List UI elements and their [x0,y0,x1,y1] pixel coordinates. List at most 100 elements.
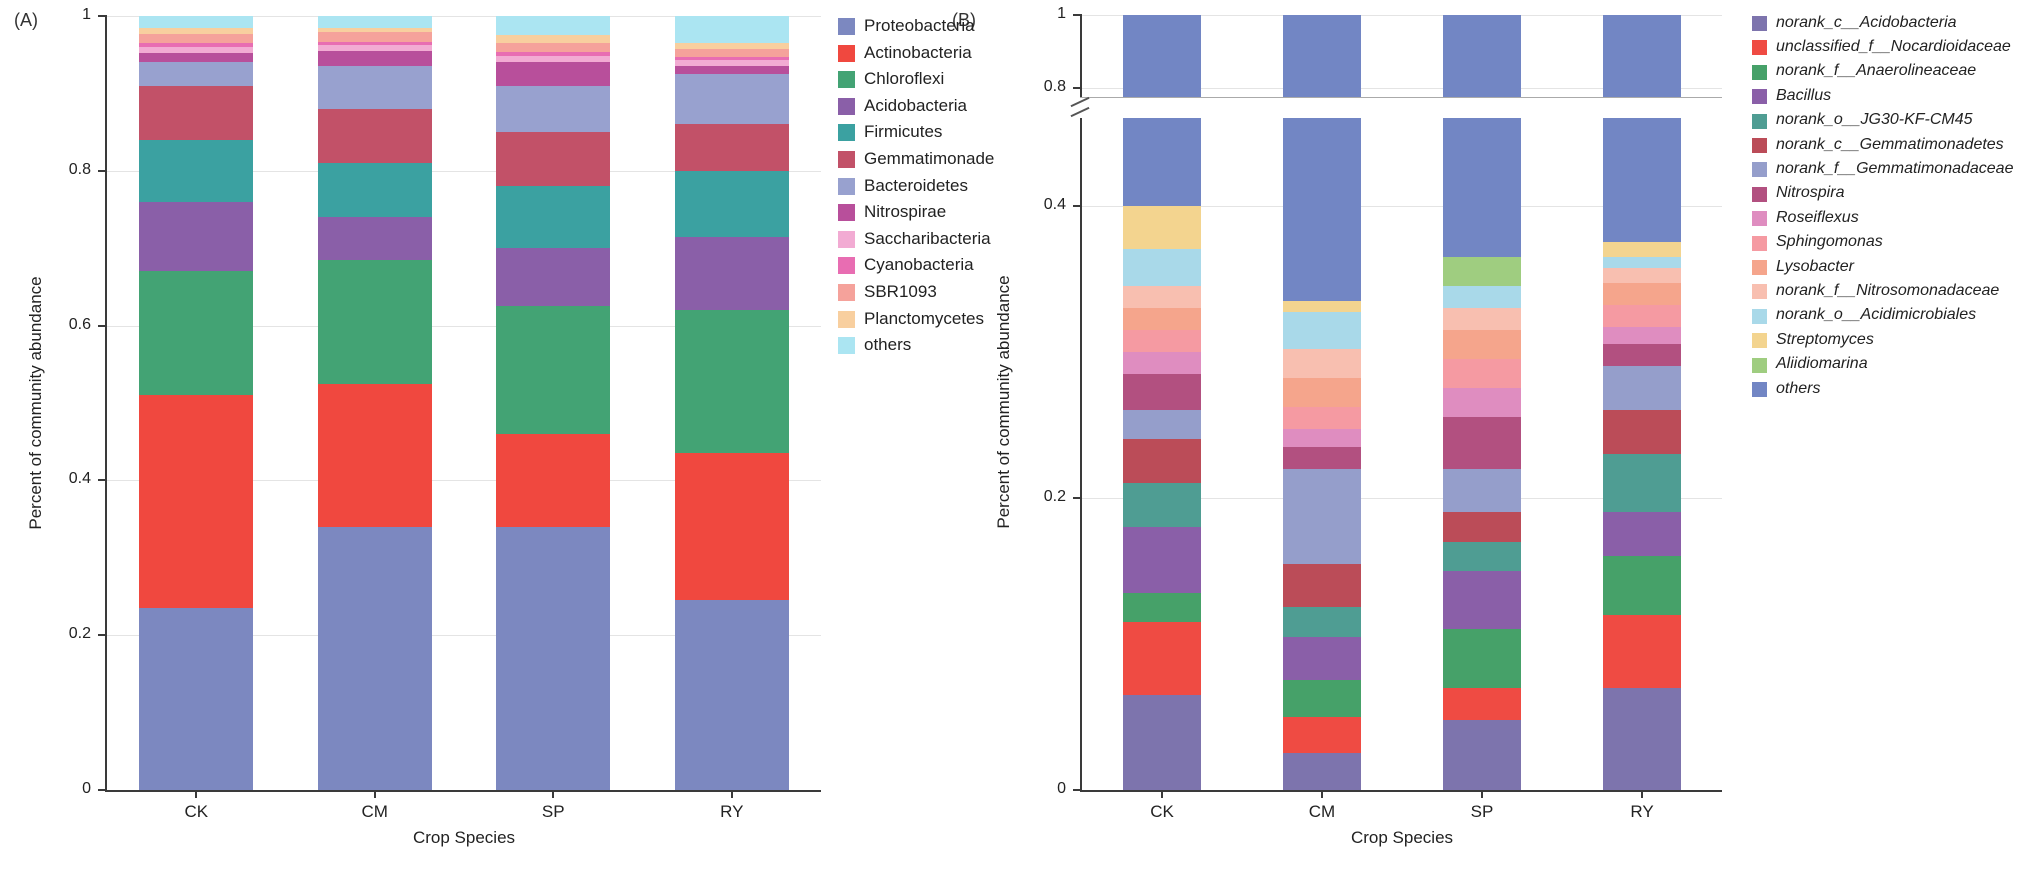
bar-segment [318,28,432,32]
bar-segment [1283,753,1361,790]
bar-segment [1443,388,1521,417]
bar-segment [1123,249,1201,286]
legend-swatch [838,44,855,62]
legend-swatch [838,151,855,168]
legend-swatch [1752,16,1767,31]
bar-segment [1123,695,1201,790]
bar-segment [496,306,610,434]
gridline [107,15,821,17]
bar-segment [1123,308,1201,330]
bar-segment [318,45,432,51]
bar-segment [675,124,789,171]
bar-segment [1443,542,1521,571]
bar-segment [675,600,789,790]
bar-segment [139,140,253,202]
bar-segment [675,171,789,237]
legend-label: Acidobacteria [864,95,968,115]
bar-segment [1123,410,1201,439]
y-tick-label: 0.4 [68,470,91,488]
bar-segment [139,62,253,86]
bar-segment [1283,301,1361,312]
x-tick-label: RY [1630,802,1654,821]
legend-label: unclassified_f__Nocardioidaceae [1776,37,2011,55]
bar-segment [1283,717,1361,753]
x-axis [105,790,821,792]
legend-label: Chloroflexi [864,69,945,89]
bar-segment [496,434,610,527]
x-tick-label: CM [1308,802,1336,821]
bar-segment [1443,469,1521,512]
y-axis [105,16,107,790]
gridline [1082,87,1722,89]
x-tick [1161,792,1163,798]
bar-segment [139,16,253,28]
x-tick-label: CK [1150,802,1174,821]
bar-segment [1283,429,1361,447]
x-tick-label: SP [541,802,565,821]
bar-segment [496,248,610,306]
legend-swatch [838,18,855,35]
bar-segment [318,260,432,384]
bar-segment [496,62,610,86]
legend-swatch [838,124,855,142]
legend-swatch [1752,40,1767,56]
bar-segment [675,60,789,66]
bar-segment [318,51,432,66]
y-tick-label: 0.8 [1043,77,1066,95]
y-tick [1073,86,1082,89]
bar-segment [1283,564,1361,607]
legend-label: Nitrospira [1776,184,1845,202]
axis-break-mark [1070,96,1090,108]
bar-segment [1283,378,1361,407]
bar-segment [1123,286,1201,308]
bar-segment [139,43,253,47]
bar-segment [1283,312,1361,349]
bar-segment [1283,469,1361,564]
y-tick-label: 1 [82,6,91,23]
x-tick-label: CK [184,802,209,821]
bar-segment [318,109,432,163]
legend-label: Cyanobacteria [864,255,974,275]
bar-segment [1283,637,1361,680]
bar-segment [1603,118,1681,242]
y-tick [98,789,107,791]
bar-segment [675,57,789,60]
bar-segment [1283,447,1361,469]
bar-segment [1123,527,1201,593]
bar-segment [1443,571,1521,629]
legend-label: Bacillus [1776,86,1832,104]
legend-swatch [838,284,855,301]
legend-label: Sphingomonas [1776,233,1883,251]
bar-segment [1603,366,1681,410]
legend-label: Aliidiomarina [1776,355,1868,373]
legend-label: Roseiflexus [1776,208,1859,226]
bar-segment [675,16,789,43]
bar-segment [1443,308,1521,330]
legend-label: norank_f__Nitrosomonadaceae [1776,281,2000,299]
legend-swatch [1752,333,1767,349]
legend-swatch [1752,235,1767,251]
y-tick [1073,14,1082,16]
bar-segment [1443,15,1521,97]
legend-label: norank_c__Acidobacteria [1776,13,1957,31]
legend-swatch [1752,211,1767,227]
legend-label: SBR1093 [864,281,937,301]
y-tick-label: 0.6 [68,315,91,333]
legend-label: Saccharibacteria [864,228,991,248]
bar-segment [1443,286,1521,308]
gridline [1082,14,1722,16]
bar-segment [1443,512,1521,542]
bar-segment [1123,118,1201,206]
bar-segment [139,202,253,271]
legend-label: Bacteroidetes [864,175,968,195]
y-tick [1073,496,1082,499]
y-tick [98,169,107,172]
bar-segment [318,527,432,790]
x-axis-title: Crop Species [412,828,516,847]
gridline [1082,497,1722,499]
legend-label: Lysobacter [1776,257,1854,275]
bar-segment [139,86,253,140]
x-tick [373,792,376,798]
legend-label: norank_o__Acidimicrobiales [1776,306,1977,324]
